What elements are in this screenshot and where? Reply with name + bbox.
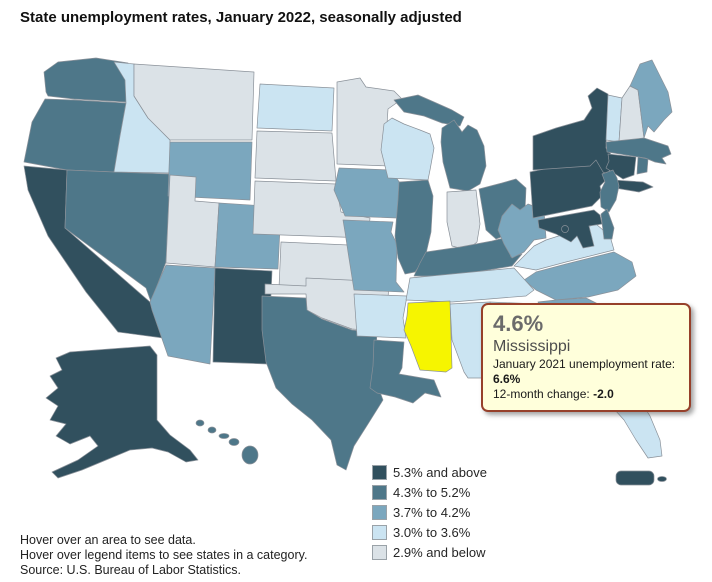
legend-item-4[interactable]: 3.0% to 3.6% (372, 522, 487, 542)
map-footnotes: Hover over an area to see data. Hover ov… (20, 533, 307, 578)
tooltip-change-value: -2.0 (593, 387, 614, 401)
footnote-source: Source: U.S. Bureau of Labor Statistics. (20, 563, 241, 577)
state-illinois[interactable] (394, 179, 434, 275)
state-new-jersey[interactable] (599, 169, 620, 213)
state-arizona[interactable] (149, 264, 216, 365)
tooltip-state-name: Mississippi (493, 338, 571, 355)
legend-swatch-4 (372, 524, 387, 540)
state-wisconsin[interactable] (380, 117, 435, 181)
state-rhode-island[interactable] (636, 156, 649, 175)
state-mississippi-highlighted[interactable] (403, 300, 453, 373)
legend-label-3: 3.7% to 4.2% (393, 504, 471, 520)
state-massachusetts[interactable] (605, 137, 672, 165)
state-missouri[interactable] (342, 219, 405, 293)
state-maine[interactable] (629, 59, 673, 139)
footnote-hover-legend: Hover over legend items to see states in… (20, 548, 308, 562)
legend-item-3[interactable]: 3.7% to 4.2% (372, 502, 487, 522)
state-texas[interactable] (261, 295, 384, 471)
state-north-carolina[interactable] (523, 251, 637, 301)
map-legend: 5.3% and above 4.3% to 5.2% 3.7% to 4.2%… (372, 462, 487, 562)
legend-item-1[interactable]: 5.3% and above (372, 462, 487, 482)
legend-label-2: 4.3% to 5.2% (393, 484, 471, 500)
state-washington[interactable] (43, 57, 129, 103)
state-kentucky[interactable] (413, 237, 523, 277)
tooltip-prior-rate-line: January 2021 unemployment rate: 6.6% (493, 357, 676, 386)
legend-label-4: 3.0% to 3.6% (393, 524, 471, 540)
tooltip-prior-rate-value: 6.6% (493, 372, 521, 386)
legend-label-1: 5.3% and above (393, 464, 487, 480)
hover-tooltip: 4.6% Mississippi January 2021 unemployme… (481, 303, 691, 412)
footnote-hover-area: Hover over an area to see data. (20, 533, 196, 547)
legend-item-2[interactable]: 4.3% to 5.2% (372, 482, 487, 502)
state-michigan[interactable] (393, 94, 487, 192)
state-shapes (23, 57, 673, 486)
state-alaska[interactable] (45, 345, 199, 479)
state-south-dakota[interactable] (254, 130, 337, 182)
state-tennessee[interactable] (405, 267, 535, 303)
page-title: State unemployment rates, January 2022, … (20, 9, 462, 26)
legend-swatch-3 (372, 504, 387, 520)
state-indiana[interactable] (446, 189, 481, 251)
state-maryland[interactable] (537, 209, 603, 249)
legend-label-5: 2.9% and below (393, 544, 486, 560)
legend-item-5[interactable]: 2.9% and below (372, 542, 487, 562)
state-montana[interactable] (133, 63, 255, 141)
legend-swatch-5 (372, 544, 387, 560)
state-hawaii[interactable] (195, 419, 259, 465)
state-north-dakota[interactable] (256, 83, 335, 132)
state-district-of-columbia[interactable] (561, 225, 569, 233)
state-louisiana[interactable] (369, 339, 442, 404)
legend-swatch-1 (372, 464, 387, 480)
state-oregon[interactable] (23, 98, 127, 173)
state-delaware[interactable] (600, 208, 615, 240)
legend-swatch-2 (372, 484, 387, 500)
tooltip-change-line: 12-month change: -2.0 (493, 387, 614, 401)
territory-puerto-rico[interactable] (615, 470, 667, 486)
state-arkansas[interactable] (353, 293, 408, 339)
tooltip-rate-value: 4.6% (493, 311, 544, 336)
